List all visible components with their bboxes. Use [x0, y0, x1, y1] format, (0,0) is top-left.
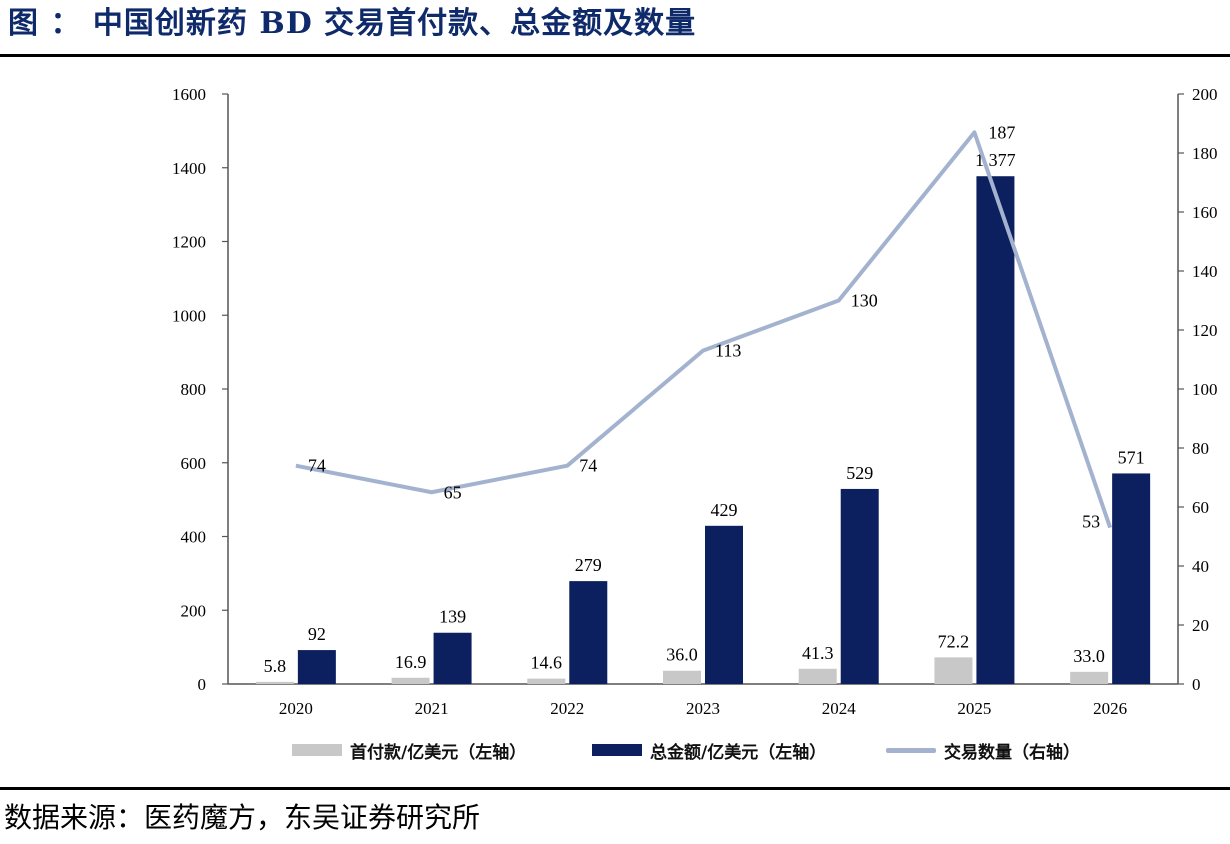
- data-label-upfront: 14.6: [531, 653, 563, 673]
- right-axis-tick-label: 80: [1192, 439, 1209, 458]
- data-label-count: 53: [1082, 512, 1100, 532]
- bar-upfront: [798, 668, 837, 684]
- bar-upfront: [391, 677, 430, 684]
- legend-item-upfront: 首付款/亿美元（左轴）: [292, 736, 526, 764]
- bar-total: [705, 525, 743, 684]
- bar-total: [569, 581, 608, 684]
- left-axis-tick-label: 1600: [172, 85, 206, 104]
- data-label-total: 279: [575, 555, 602, 575]
- data-label-upfront: 5.8: [264, 656, 287, 676]
- data-label-upfront: 16.9: [395, 652, 427, 672]
- right-axis-tick-label: 20: [1192, 616, 1209, 635]
- data-label-count: 113: [715, 341, 741, 361]
- left-axis-tick-label: 800: [181, 380, 207, 399]
- legend-label-count: 交易数量（右轴）: [944, 742, 1080, 763]
- legend-swatch-total: [592, 744, 642, 756]
- bar-total: [976, 176, 1015, 684]
- bar-upfront: [663, 670, 701, 684]
- bar-upfront: [527, 678, 566, 684]
- bar-total: [433, 632, 472, 684]
- legend-label-total: 总金额/亿美元（左轴）: [650, 742, 827, 763]
- chart-title: 图 ： 中国创新药 BD 交易首付款、总金额及数量: [8, 6, 697, 41]
- right-axis-tick-label: 180: [1192, 144, 1218, 163]
- bar-total: [297, 650, 336, 684]
- right-axis-tick-label: 60: [1192, 498, 1209, 517]
- legend-item-count: 交易数量（右轴）: [886, 736, 1080, 764]
- left-axis-tick-label: 0: [198, 675, 207, 694]
- left-axis-tick-label: 1200: [172, 233, 206, 252]
- right-axis-tick-label: 160: [1192, 203, 1218, 222]
- data-label-total: 92: [308, 624, 326, 644]
- bd-deals-chart: 0 200 400 600 800 1000 1200 1400 1600 0 20 40 60 80 10…: [172, 85, 1218, 718]
- bar-total: [1112, 473, 1151, 684]
- data-source-note: 数据来源：医药魔方，东吴证券研究所: [4, 801, 481, 834]
- bar-upfront: [1070, 671, 1109, 684]
- x-axis-tick-label: 2020: [279, 699, 313, 718]
- x-axis-tick-label: 2022: [550, 699, 584, 718]
- left-axis-tick-label: 1000: [172, 306, 206, 325]
- data-label-count: 187: [988, 122, 1015, 142]
- legend-item-total: 总金额/亿美元（左轴）: [592, 736, 826, 764]
- line-deal-count: [295, 130, 1113, 529]
- left-axis-tick-label: 200: [181, 601, 207, 620]
- right-axis-tick-label: 0: [1192, 675, 1201, 694]
- legend-swatch-upfront: [292, 744, 342, 756]
- right-axis-tick-label: 200: [1192, 85, 1218, 104]
- data-label-total: 139: [439, 607, 466, 627]
- x-axis-tick-label: 2021: [415, 699, 449, 718]
- x-axis-tick-label: 2023: [686, 699, 720, 718]
- bar-upfront: [934, 657, 973, 684]
- bar-upfront: [255, 681, 294, 684]
- data-label-total: 429: [711, 500, 738, 520]
- data-label-upfront: 33.0: [1073, 646, 1105, 666]
- data-label-count: 74: [579, 456, 597, 476]
- legend-label-upfront: 首付款/亿美元（左轴）: [350, 742, 527, 763]
- data-label-count: 74: [308, 456, 326, 476]
- left-axis-tick-label: 600: [181, 454, 207, 473]
- x-axis-tick-label: 2025: [957, 699, 991, 718]
- legend-swatch-count: [886, 747, 936, 753]
- right-axis-tick-label: 40: [1192, 557, 1209, 576]
- data-label-count: 130: [851, 291, 878, 311]
- data-label-upfront: 36.0: [666, 645, 698, 665]
- data-label-total: 529: [846, 463, 873, 483]
- data-label-count: 65: [444, 482, 462, 502]
- data-label-total: 571: [1118, 447, 1145, 467]
- chart-legend: 首付款/亿美元（左轴） 总金额/亿美元（左轴） 交易数量（右轴）: [0, 730, 1230, 770]
- data-label-upfront: 72.2: [938, 631, 970, 651]
- x-axis-tick-label: 2026: [1093, 699, 1127, 718]
- x-axis-tick-label: 2024: [822, 699, 857, 718]
- title-divider: [0, 54, 1230, 57]
- footer-divider: [0, 787, 1230, 790]
- data-label-upfront: 41.3: [802, 643, 834, 663]
- left-axis-tick-label: 400: [181, 528, 207, 547]
- right-axis-tick-label: 120: [1192, 321, 1218, 340]
- right-axis-tick-label: 100: [1192, 380, 1218, 399]
- bar-total: [840, 488, 879, 684]
- right-axis-tick-label: 140: [1192, 262, 1218, 281]
- left-axis-tick-label: 1400: [172, 159, 206, 178]
